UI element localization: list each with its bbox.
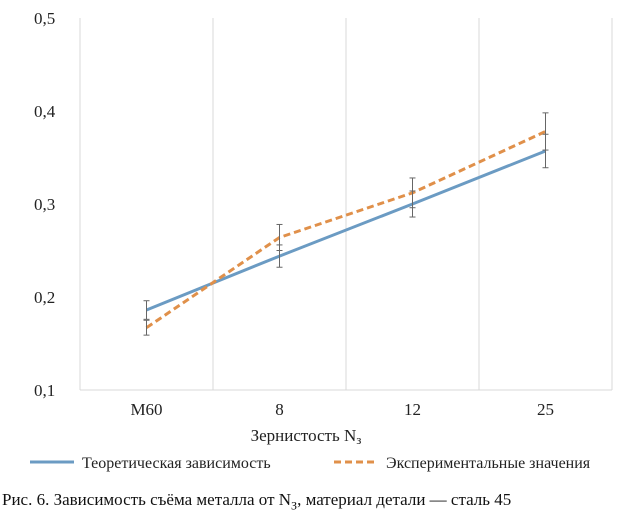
series-group: [145, 130, 547, 329]
legend-label-2: Экспериментальные значения: [386, 455, 591, 472]
x-axis-title-sub: з: [356, 432, 361, 447]
grid-lines: [79, 18, 613, 391]
chart: 0,10,20,30,40,5 M60 8 12 25 Зернистость Nз …: [30, 9, 613, 472]
error-bars: [143, 112, 549, 336]
caption-sub: З: [291, 498, 298, 513]
y-tick-label: 0,4: [34, 102, 56, 121]
legend-label-1: Теоретическая зависимость: [82, 455, 271, 472]
x-axis-title: Зернистость Nз: [251, 426, 362, 447]
y-tick-label: 0,1: [34, 381, 55, 400]
y-axis-ticks: 0,1 0,2 0,3 0,4 0,5: [34, 9, 56, 400]
x-tick-label: M60: [130, 400, 162, 419]
caption-suffix: , материал детали — сталь 45: [297, 490, 512, 509]
x-tick-label: 25: [537, 400, 554, 419]
x-tick-label: 12: [404, 400, 421, 419]
series-line-2: [145, 130, 547, 329]
figure-caption: Рис. 6. Зависимость съёма металла от NЗ,…: [2, 490, 511, 513]
y-tick-label: 0,2: [34, 288, 55, 307]
x-axis-title-main: Зернистость N: [251, 426, 357, 445]
caption-prefix: Рис. 6. Зависимость съёма металла от N: [2, 490, 292, 509]
x-axis-ticks: M60 8 12 25: [130, 400, 554, 419]
x-tick-label: 8: [275, 400, 284, 419]
y-tick-label: 0,3: [34, 195, 55, 214]
y-tick-label: 0,5: [34, 9, 55, 28]
legend: Теоретическая зависимость Экспериментальн…: [30, 455, 591, 472]
